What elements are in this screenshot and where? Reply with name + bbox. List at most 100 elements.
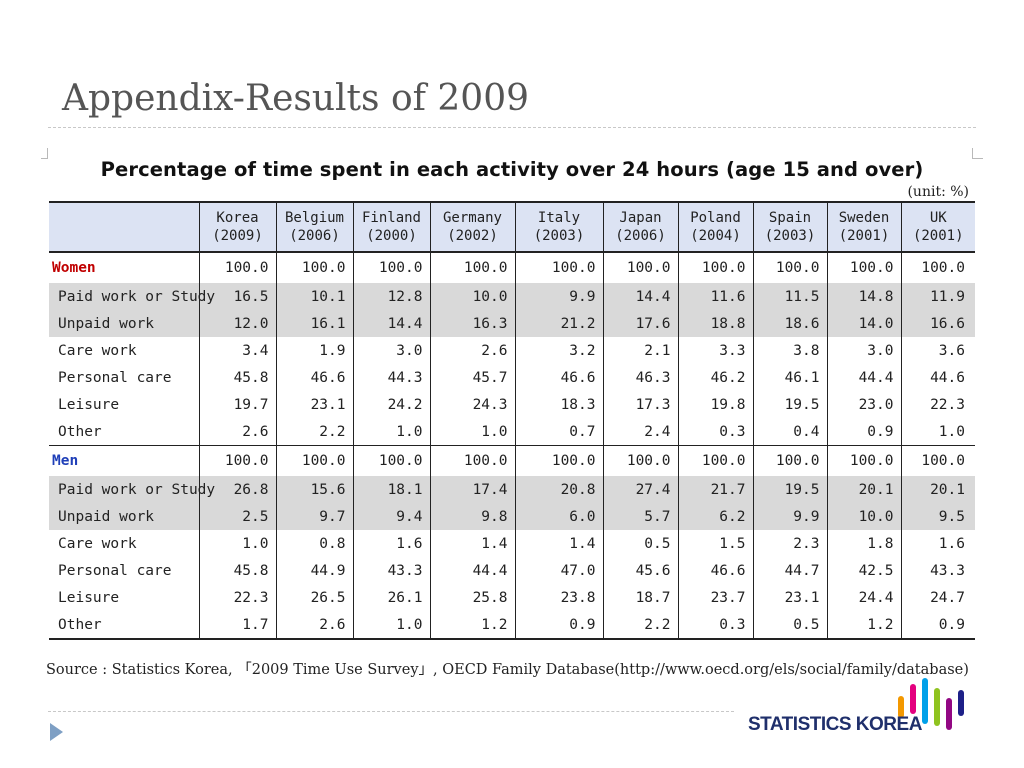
value-cell: 0.5 — [603, 530, 679, 557]
title-divider — [48, 127, 976, 128]
value-cell: 3.0 — [827, 337, 902, 364]
column-country: Germany — [442, 210, 502, 226]
value-cell: 6.2 — [678, 503, 754, 530]
value-cell: 25.8 — [430, 584, 516, 611]
table-title: Percentage of time spent in each activit… — [100, 158, 924, 181]
source-note: Source : Statistics Korea, 「2009 Time Us… — [46, 662, 969, 678]
value-cell: 100.0 — [276, 252, 354, 283]
value-cell: 14.4 — [353, 310, 431, 337]
value-cell: 44.4 — [827, 364, 902, 391]
value-cell: 100.0 — [430, 252, 516, 283]
table-row: Leisure 22.3 26.5 26.1 25.8 23.8 18.7 23.7 23.1 2… — [49, 584, 975, 611]
row-label: Leisure — [49, 584, 200, 611]
value-cell: 23.0 — [827, 391, 902, 418]
value-cell: 20.1 — [901, 476, 975, 503]
value-cell: 14.4 — [603, 283, 679, 310]
column-year: (2004) — [690, 228, 741, 244]
value-cell: 0.8 — [276, 530, 354, 557]
row-label: Paid work or Study — [49, 476, 215, 503]
value-cell: 18.7 — [603, 584, 679, 611]
value-cell: 46.1 — [753, 364, 828, 391]
column-header: UK (2001) — [901, 201, 975, 253]
play-icon — [50, 723, 63, 741]
value-cell: 43.3 — [353, 557, 431, 584]
value-cell: 23.1 — [753, 584, 828, 611]
column-header: Belgium (2006) — [276, 201, 354, 253]
value-cell: 1.8 — [827, 530, 902, 557]
value-cell: 2.2 — [603, 611, 679, 640]
column-year: (2009) — [212, 228, 263, 244]
column-country: Belgium — [284, 210, 344, 226]
value-cell: 0.5 — [753, 611, 828, 640]
value-cell: 23.7 — [678, 584, 754, 611]
value-cell: 44.9 — [276, 557, 354, 584]
time-use-table: Korea (2009) Belgium (2006) Finland (2000) Ger… — [49, 201, 975, 640]
value-cell: 26.8 — [199, 476, 277, 503]
value-cell: 0.3 — [678, 611, 754, 640]
value-cell: 1.6 — [938, 535, 965, 552]
column-country: Korea — [216, 210, 259, 226]
row-label: Care work — [49, 337, 200, 364]
value-cell: 1.9 — [276, 337, 354, 364]
value-cell: 9.8 — [430, 503, 516, 530]
value-cell: 46.2 — [678, 364, 754, 391]
row-label: Paid work or Study — [49, 283, 215, 310]
logo-bar-2 — [910, 684, 916, 714]
column-country: Poland — [690, 210, 741, 226]
footer-divider — [48, 711, 734, 712]
value-cell: 2.6 — [430, 337, 516, 364]
row-label: Unpaid work — [49, 503, 200, 530]
women-total-row: Women 100.0 100.0 100.0 100.0 100.0 100.0 100.0… — [49, 252, 975, 283]
value-cell: 0.9 — [515, 611, 604, 640]
logo-bar-6 — [958, 690, 964, 716]
value-cell: 100.0 — [515, 445, 604, 476]
value-cell: 45.7 — [430, 364, 516, 391]
value-cell: 14.8 — [827, 283, 902, 310]
frame-corner-left — [41, 148, 48, 159]
column-country: Spain — [768, 210, 812, 226]
value-cell: 46.6 — [678, 557, 754, 584]
value-cell: 45.6 — [603, 557, 679, 584]
value-cell: 15.6 — [276, 476, 354, 503]
value-cell: 45.8 — [199, 364, 277, 391]
value-cell: 2.6 — [276, 611, 354, 640]
value-cell: 100.0 — [921, 453, 965, 469]
table-row: Other 1.7 2.6 1.0 1.2 0.9 2.2 0.3 0.5 1.2 0.9 — [49, 611, 975, 640]
row-label: Care work — [49, 530, 200, 557]
row-label: Personal care — [49, 364, 200, 391]
value-cell: 19.5 — [753, 391, 828, 418]
value-cell: 9.9 — [753, 503, 828, 530]
value-cell: 10.0 — [430, 283, 516, 310]
value-cell: 1.4 — [515, 530, 604, 557]
table-row: Leisure 19.7 23.1 24.2 24.3 18.3 17.3 19.8 19.5 2… — [49, 391, 975, 418]
value-cell: 100.0 — [199, 445, 277, 476]
slide-title: Appendix-Results of 2009 — [62, 78, 529, 119]
table-row: Other 2.6 2.2 1.0 1.0 0.7 2.4 0.3 0.4 0.9 1.0 — [49, 418, 975, 446]
table-row: Care work 3.4 1.9 3.0 2.6 3.2 2.1 3.3 3.8 3.0 3.6 — [49, 337, 975, 364]
value-cell: 1.7 — [199, 611, 277, 640]
value-cell: 19.8 — [678, 391, 754, 418]
column-country: Finland — [361, 210, 421, 226]
value-cell: 18.6 — [753, 310, 828, 337]
value-cell: 24.3 — [430, 391, 516, 418]
table-row: Personal care 45.8 44.9 43.3 44.4 47.0 45.6 46.… — [49, 557, 975, 584]
value-cell: 100.0 — [353, 252, 431, 283]
value-cell: 2.5 — [199, 503, 277, 530]
value-cell: 5.7 — [603, 503, 679, 530]
value-cell: 1.0 — [199, 530, 277, 557]
value-cell: 42.5 — [827, 557, 902, 584]
column-header: Korea (2009) — [199, 201, 277, 253]
value-cell: 43.3 — [930, 562, 965, 579]
table-row: Care work 1.0 0.8 1.6 1.4 1.4 0.5 1.5 2.3 1.8 1.6 — [49, 530, 975, 557]
value-cell: 27.4 — [603, 476, 679, 503]
value-cell: 21.2 — [515, 310, 604, 337]
value-cell: 11.5 — [753, 283, 828, 310]
value-cell: 1.2 — [430, 611, 516, 640]
row-label: Leisure — [49, 391, 200, 418]
value-cell: 12.8 — [353, 283, 431, 310]
value-cell: 3.3 — [678, 337, 754, 364]
value-cell: 23.8 — [515, 584, 604, 611]
value-cell: 100.0 — [603, 252, 679, 283]
column-year: (2000) — [366, 228, 417, 244]
row-label: Personal care — [49, 557, 200, 584]
